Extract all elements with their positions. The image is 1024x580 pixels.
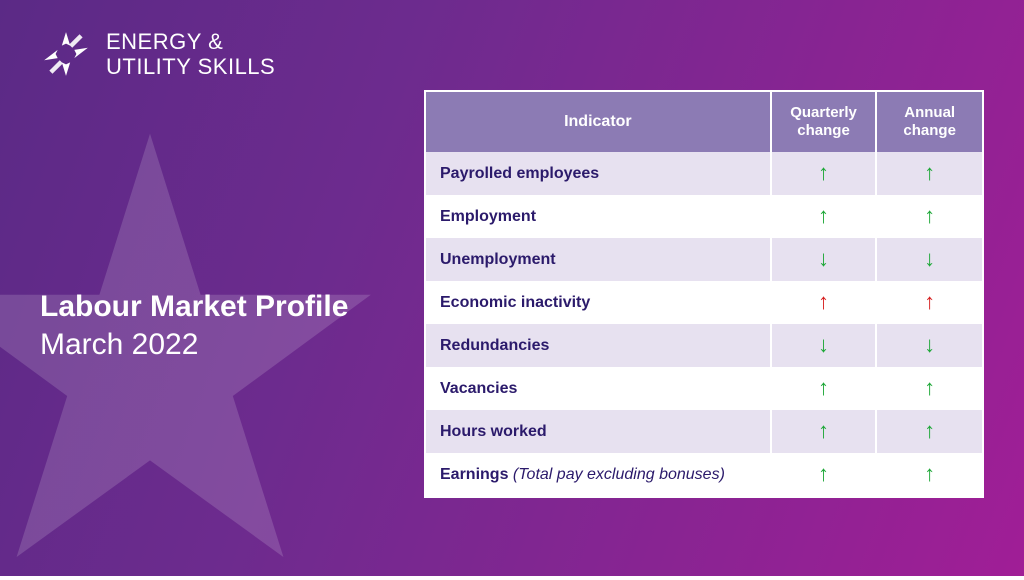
arrow-up-icon: ↑	[818, 420, 829, 442]
quarterly-change: ↑	[771, 410, 877, 453]
table-row: Payrolled employees ↑ ↑	[426, 152, 982, 195]
annual-change: ↑	[876, 281, 982, 324]
table-row: Employment ↑ ↑	[426, 195, 982, 238]
arrow-up-icon: ↑	[924, 205, 935, 227]
brand-line2: UTILITY SKILLS	[106, 54, 275, 79]
quarterly-change: ↑	[771, 453, 877, 496]
indicator-label: Earnings (Total pay excluding bonuses)	[426, 453, 771, 496]
annual-change: ↑	[876, 410, 982, 453]
quarterly-change: ↑	[771, 367, 877, 410]
quarterly-change: ↓	[771, 238, 877, 281]
annual-change: ↑	[876, 195, 982, 238]
indicator-note: (Total pay excluding bonuses)	[508, 466, 724, 483]
indicator-name: Employment	[440, 208, 536, 225]
table-row: Vacancies ↑ ↑	[426, 367, 982, 410]
quarterly-change: ↑	[771, 281, 877, 324]
star-icon	[40, 28, 92, 80]
annual-change: ↑	[876, 367, 982, 410]
arrow-down-icon: ↓	[818, 334, 829, 356]
col-indicator: Indicator	[426, 92, 771, 152]
indicator-name: Vacancies	[440, 380, 517, 397]
table-header-row: Indicator Quarterly change Annual change	[426, 92, 982, 152]
arrow-up-icon: ↑	[818, 463, 829, 485]
indicator-table: Indicator Quarterly change Annual change…	[424, 90, 984, 498]
annual-change: ↑	[876, 453, 982, 496]
indicator-label: Redundancies	[426, 324, 771, 367]
indicator-label: Unemployment	[426, 238, 771, 281]
arrow-up-icon: ↑	[818, 291, 829, 313]
quarterly-change: ↑	[771, 195, 877, 238]
table-row: Hours worked ↑ ↑	[426, 410, 982, 453]
arrow-down-icon: ↓	[924, 248, 935, 270]
arrow-down-icon: ↓	[924, 334, 935, 356]
annual-change: ↑	[876, 152, 982, 195]
arrow-up-icon: ↑	[924, 291, 935, 313]
indicator-label: Economic inactivity	[426, 281, 771, 324]
page-subtitle: March 2022	[40, 328, 348, 362]
table-row: Earnings (Total pay excluding bonuses) ↑ ↑	[426, 453, 982, 496]
annual-change: ↓	[876, 324, 982, 367]
quarterly-change: ↑	[771, 152, 877, 195]
page-title: Labour Market Profile	[40, 290, 348, 324]
indicator-label: Employment	[426, 195, 771, 238]
indicator-name: Redundancies	[440, 337, 549, 354]
arrow-up-icon: ↑	[818, 205, 829, 227]
page-title-block: Labour Market Profile March 2022	[40, 290, 348, 362]
col-annual: Annual change	[876, 92, 982, 152]
table-row: Unemployment ↓ ↓	[426, 238, 982, 281]
table-row: Redundancies ↓ ↓	[426, 324, 982, 367]
arrow-up-icon: ↑	[924, 420, 935, 442]
indicator-label: Payrolled employees	[426, 152, 771, 195]
quarterly-change: ↓	[771, 324, 877, 367]
arrow-up-icon: ↑	[924, 162, 935, 184]
indicator-name: Earnings	[440, 466, 508, 483]
arrow-up-icon: ↑	[924, 463, 935, 485]
indicator-name: Hours worked	[440, 423, 547, 440]
brand-text: ENERGY & UTILITY SKILLS	[106, 29, 275, 80]
brand-line1: ENERGY &	[106, 29, 275, 54]
annual-change: ↓	[876, 238, 982, 281]
indicator-name: Payrolled employees	[440, 165, 599, 182]
arrow-up-icon: ↑	[924, 377, 935, 399]
arrow-up-icon: ↑	[818, 377, 829, 399]
arrow-down-icon: ↓	[818, 248, 829, 270]
indicator-name: Economic inactivity	[440, 294, 590, 311]
arrow-up-icon: ↑	[818, 162, 829, 184]
brand-logo: ENERGY & UTILITY SKILLS	[40, 28, 275, 80]
indicator-name: Unemployment	[440, 251, 556, 268]
indicator-label: Vacancies	[426, 367, 771, 410]
table-row: Economic inactivity ↑ ↑	[426, 281, 982, 324]
col-quarterly: Quarterly change	[771, 92, 877, 152]
indicator-label: Hours worked	[426, 410, 771, 453]
